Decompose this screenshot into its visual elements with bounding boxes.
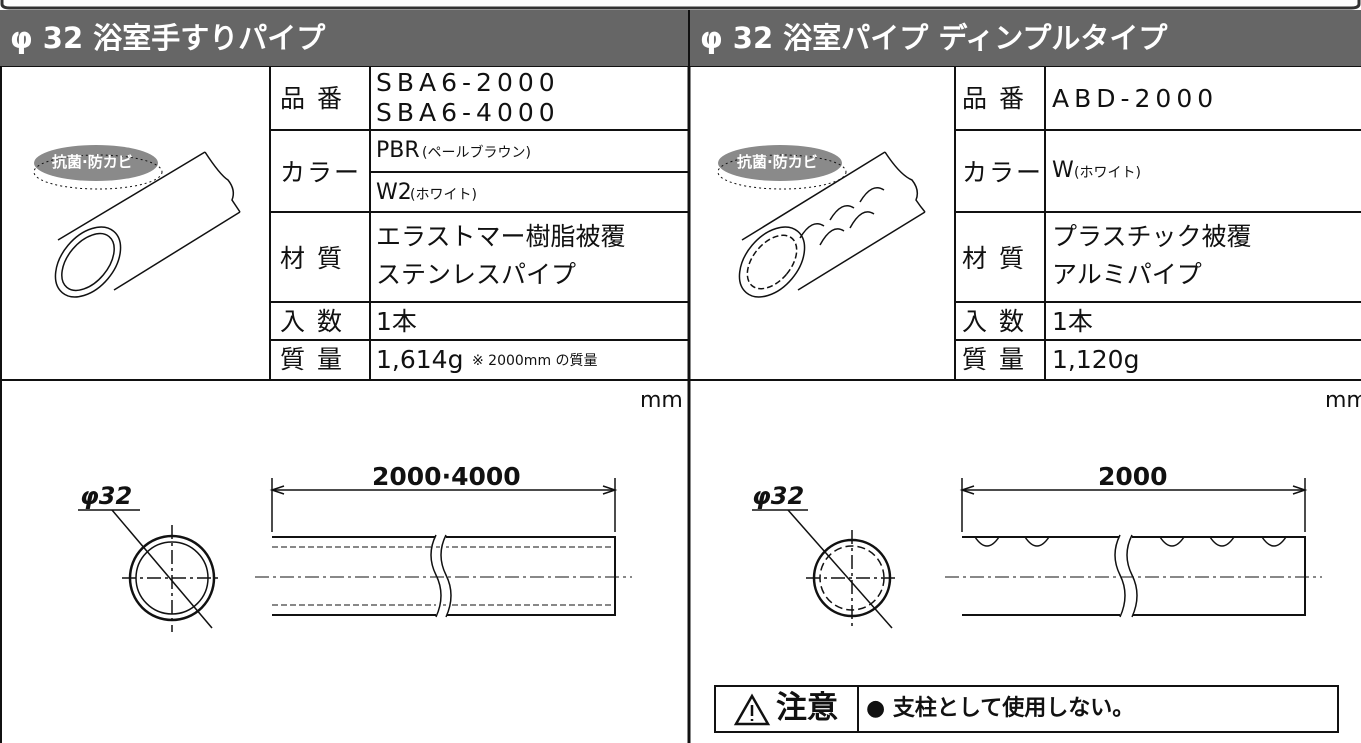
spec-label: 材 質 (280, 244, 344, 273)
mass-note: ※ 2000mm の質量 (472, 353, 598, 369)
spec-label: カラー (280, 158, 362, 187)
spec-label: 品 番 (962, 84, 1026, 113)
spec-label: 入 数 (280, 307, 344, 336)
mass: 1,120g (1052, 345, 1140, 374)
color-code: W2 (376, 180, 412, 205)
mass: 1,614g (376, 345, 464, 374)
panel-title: φ 32 浴室パイプ ディンプルタイプ (690, 10, 1361, 66)
spec-label: 品 番 (280, 84, 344, 113)
color-name: (ホワイト) (410, 187, 477, 203)
badge: 抗菌·防カビ (52, 153, 133, 171)
spec-label: 入 数 (962, 307, 1026, 336)
spec-label: 質 量 (962, 345, 1026, 374)
color-code: W (1052, 158, 1074, 183)
unit: mm (1325, 388, 1361, 413)
part-number: SBA6-2000 (376, 68, 560, 97)
caution-label: 注意 (776, 690, 838, 726)
length: 2000 (1098, 462, 1168, 491)
part-number: ABD-2000 (1052, 84, 1219, 113)
diameter: φ32 (752, 482, 805, 510)
spec-label: カラー (962, 158, 1044, 187)
material: プラスチック被覆 (1052, 222, 1252, 251)
material: エラストマー樹脂被覆 (376, 222, 626, 251)
spec-label: 質 量 (280, 345, 344, 374)
badge: 抗菌·防カビ (737, 153, 818, 171)
spec-label: 材 質 (962, 244, 1026, 273)
unit: mm (640, 388, 683, 413)
color-code: PBR (376, 138, 420, 163)
part-number: SBA6-4000 (376, 98, 560, 127)
material: ステンレスパイプ (376, 260, 577, 289)
material: アルミパイプ (1052, 260, 1202, 289)
color-name: (ペールブラウン) (422, 145, 531, 161)
color-name: (ホワイト) (1074, 165, 1141, 181)
quantity: 1本 (1052, 307, 1093, 336)
length: 2000·4000 (372, 462, 521, 491)
caution-text: ● 支柱として使用しない。 (866, 696, 1135, 721)
panel-title: φ 32 浴室手すりパイプ (0, 10, 688, 66)
diameter: φ32 (80, 482, 133, 510)
quantity: 1本 (376, 307, 417, 336)
